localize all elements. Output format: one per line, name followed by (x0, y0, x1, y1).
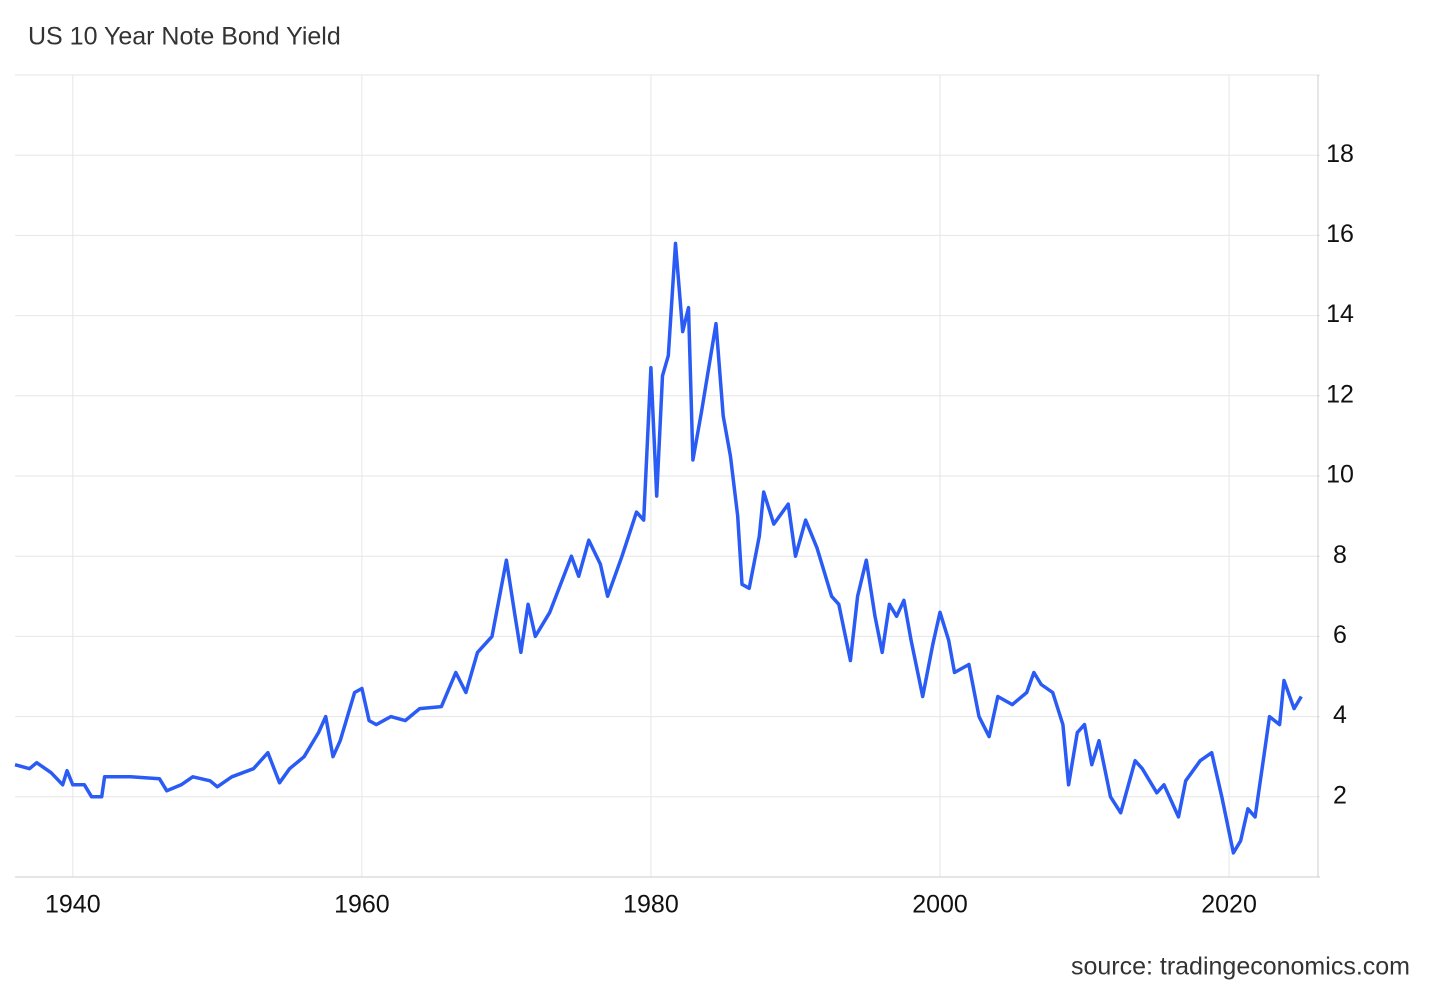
y-tick-label: 14 (1326, 300, 1354, 328)
y-tick-label: 16 (1326, 220, 1354, 248)
data-line (14, 241, 1303, 855)
x-tick-label: 2000 (912, 891, 968, 919)
y-tick-label: 8 (1333, 541, 1347, 569)
chart-title: US 10 Year Note Bond Yield (28, 23, 341, 51)
y-tick-label: 10 (1326, 461, 1354, 489)
y-tick-label: 4 (1333, 701, 1347, 729)
y-tick-label: 2 (1333, 781, 1347, 809)
y-tick-label: 6 (1333, 621, 1347, 649)
y-tick-label: 18 (1326, 140, 1354, 168)
source: source: tradingeconomics.com (1071, 953, 1410, 981)
x-tick-label: 1940 (45, 891, 101, 919)
x-tick-label: 1980 (623, 891, 679, 919)
y-tick-label: 12 (1326, 380, 1354, 408)
x-tick-label: 1960 (334, 891, 390, 919)
x-tick-label: 2020 (1201, 891, 1257, 919)
